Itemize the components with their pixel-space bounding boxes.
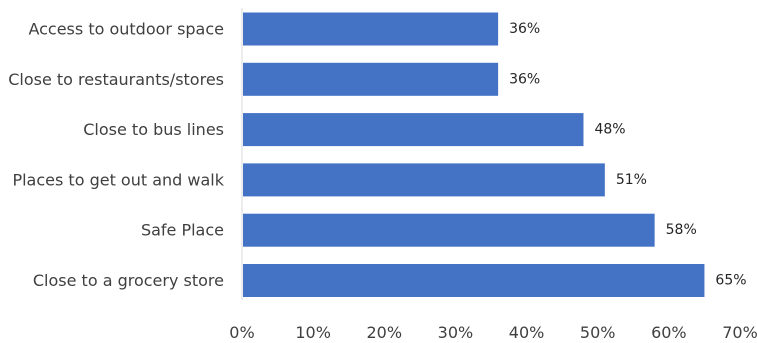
category-label-4: Safe Place <box>141 221 224 240</box>
category-labels-group: Access to outdoor space Close to restaura… <box>8 20 225 291</box>
x-tick-label-1: 10% <box>295 323 331 342</box>
x-tick-label-4: 40% <box>509 323 545 342</box>
category-label-1: Close to restaurants/stores <box>8 70 224 89</box>
category-label-2: Close to bus lines <box>83 120 224 139</box>
data-labels-group: 36% 36% 48% 51% 58% 65% <box>509 21 746 289</box>
data-label-1: 36% <box>509 71 540 87</box>
x-tick-label-6: 60% <box>651 323 687 342</box>
x-tick-label-7: 70% <box>722 323 757 342</box>
x-tick-label-3: 30% <box>438 323 474 342</box>
bar-0 <box>243 12 499 46</box>
data-label-5: 65% <box>715 273 746 289</box>
category-label-0: Access to outdoor space <box>28 20 224 39</box>
category-label-3: Places to get out and walk <box>12 170 224 189</box>
category-label-5: Close to a grocery store <box>33 271 224 290</box>
bar-4 <box>243 213 655 247</box>
x-tick-labels-group: 0% 10% 20% 30% 40% 50% 60% 70% <box>229 323 757 342</box>
x-tick-label-0: 0% <box>229 323 254 342</box>
data-label-3: 51% <box>616 172 647 188</box>
data-label-0: 36% <box>509 21 540 37</box>
bar-2 <box>243 113 584 147</box>
bar-5 <box>243 264 705 297</box>
data-label-4: 58% <box>666 222 697 238</box>
bars-group <box>243 12 705 297</box>
x-tick-label-2: 20% <box>367 323 403 342</box>
data-label-2: 48% <box>594 122 625 138</box>
bar-1 <box>243 62 499 96</box>
x-tick-label-5: 50% <box>580 323 616 342</box>
bar-3 <box>243 163 605 197</box>
